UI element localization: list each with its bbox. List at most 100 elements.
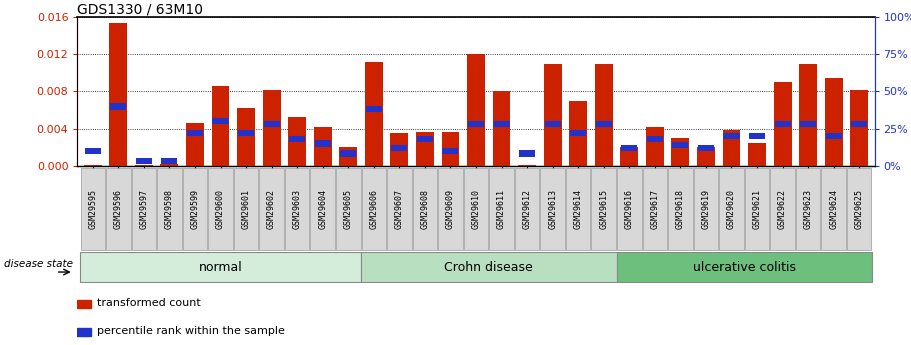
Bar	[392, 145, 407, 151]
FancyBboxPatch shape	[591, 168, 616, 250]
Bar	[365, 106, 382, 112]
FancyBboxPatch shape	[438, 168, 463, 250]
Bar	[774, 121, 791, 127]
Text: GSM29605: GSM29605	[343, 189, 353, 229]
Bar	[262, 90, 281, 166]
Text: Crohn disease: Crohn disease	[445, 261, 533, 274]
Bar	[825, 133, 842, 139]
Text: GSM29620: GSM29620	[727, 189, 736, 229]
FancyBboxPatch shape	[209, 168, 233, 250]
FancyBboxPatch shape	[540, 168, 565, 250]
FancyBboxPatch shape	[80, 168, 105, 250]
Text: GSM29603: GSM29603	[292, 189, 302, 229]
FancyBboxPatch shape	[183, 168, 207, 250]
Text: GSM29607: GSM29607	[394, 189, 404, 229]
Text: GSM29624: GSM29624	[829, 189, 838, 229]
Text: GSM29610: GSM29610	[472, 189, 480, 229]
Text: GSM29613: GSM29613	[548, 189, 558, 229]
Bar	[136, 158, 152, 164]
FancyBboxPatch shape	[131, 168, 156, 250]
Bar	[595, 63, 613, 166]
Text: GSM29608: GSM29608	[420, 189, 429, 229]
Bar	[851, 121, 867, 127]
FancyBboxPatch shape	[311, 168, 335, 250]
Text: GSM29617: GSM29617	[650, 189, 660, 229]
Bar	[339, 147, 357, 166]
Bar	[493, 91, 510, 166]
FancyBboxPatch shape	[693, 168, 718, 250]
FancyBboxPatch shape	[336, 168, 361, 250]
Bar	[211, 86, 230, 166]
Bar	[212, 118, 229, 124]
Text: GSM29612: GSM29612	[523, 189, 532, 229]
FancyBboxPatch shape	[157, 168, 181, 250]
FancyBboxPatch shape	[260, 168, 284, 250]
Bar	[237, 108, 255, 166]
Bar	[800, 121, 816, 127]
Bar	[519, 150, 535, 157]
Bar	[698, 145, 714, 151]
FancyBboxPatch shape	[642, 168, 667, 250]
Text: GSM29595: GSM29595	[88, 189, 97, 229]
Bar	[620, 147, 639, 166]
Bar	[263, 121, 280, 127]
FancyBboxPatch shape	[362, 168, 386, 250]
FancyBboxPatch shape	[796, 168, 821, 250]
Bar	[416, 132, 434, 166]
FancyBboxPatch shape	[106, 168, 130, 250]
Text: GSM29604: GSM29604	[318, 189, 327, 229]
Bar	[187, 130, 203, 136]
FancyBboxPatch shape	[719, 168, 743, 250]
Text: GSM29616: GSM29616	[625, 189, 634, 229]
Bar	[697, 147, 715, 166]
Bar	[417, 136, 433, 142]
FancyBboxPatch shape	[234, 168, 259, 250]
Bar	[722, 130, 741, 166]
Bar	[186, 123, 204, 166]
Text: GSM29609: GSM29609	[446, 189, 455, 229]
FancyBboxPatch shape	[847, 168, 872, 250]
Bar	[84, 165, 102, 166]
Bar	[161, 158, 178, 164]
Bar	[824, 78, 843, 166]
Text: GSM29625: GSM29625	[855, 189, 864, 229]
Bar	[85, 148, 101, 154]
Bar	[340, 150, 356, 157]
Bar	[773, 82, 792, 166]
Bar	[160, 164, 179, 166]
Text: GSM29623: GSM29623	[804, 189, 813, 229]
Text: percentile rank within the sample: percentile rank within the sample	[97, 326, 285, 335]
Text: GSM29619: GSM29619	[701, 189, 711, 229]
FancyBboxPatch shape	[361, 253, 617, 282]
Bar	[443, 148, 458, 154]
FancyBboxPatch shape	[617, 168, 641, 250]
Bar	[110, 103, 127, 109]
Text: GSM29618: GSM29618	[676, 189, 685, 229]
FancyBboxPatch shape	[489, 168, 514, 250]
Bar	[748, 144, 766, 166]
FancyBboxPatch shape	[822, 168, 846, 250]
Bar	[238, 130, 254, 136]
Bar	[799, 63, 817, 166]
Bar	[570, 130, 587, 136]
Bar	[545, 121, 560, 127]
Bar	[391, 133, 408, 166]
Text: GDS1330 / 63M10: GDS1330 / 63M10	[77, 2, 203, 16]
Bar	[749, 133, 765, 139]
Text: GSM29599: GSM29599	[190, 189, 200, 229]
Text: GSM29611: GSM29611	[497, 189, 506, 229]
Text: GSM29606: GSM29606	[369, 189, 378, 229]
FancyBboxPatch shape	[617, 253, 872, 282]
Text: GSM29614: GSM29614	[574, 189, 583, 229]
FancyBboxPatch shape	[745, 168, 769, 250]
Bar	[646, 127, 664, 166]
FancyBboxPatch shape	[387, 168, 412, 250]
Bar	[442, 132, 459, 166]
Bar	[518, 165, 536, 166]
Bar	[468, 121, 484, 127]
Text: ulcerative colitis: ulcerative colitis	[692, 261, 796, 274]
Bar	[671, 138, 690, 166]
Bar	[647, 136, 663, 142]
Bar	[596, 121, 612, 127]
Bar	[672, 141, 689, 148]
